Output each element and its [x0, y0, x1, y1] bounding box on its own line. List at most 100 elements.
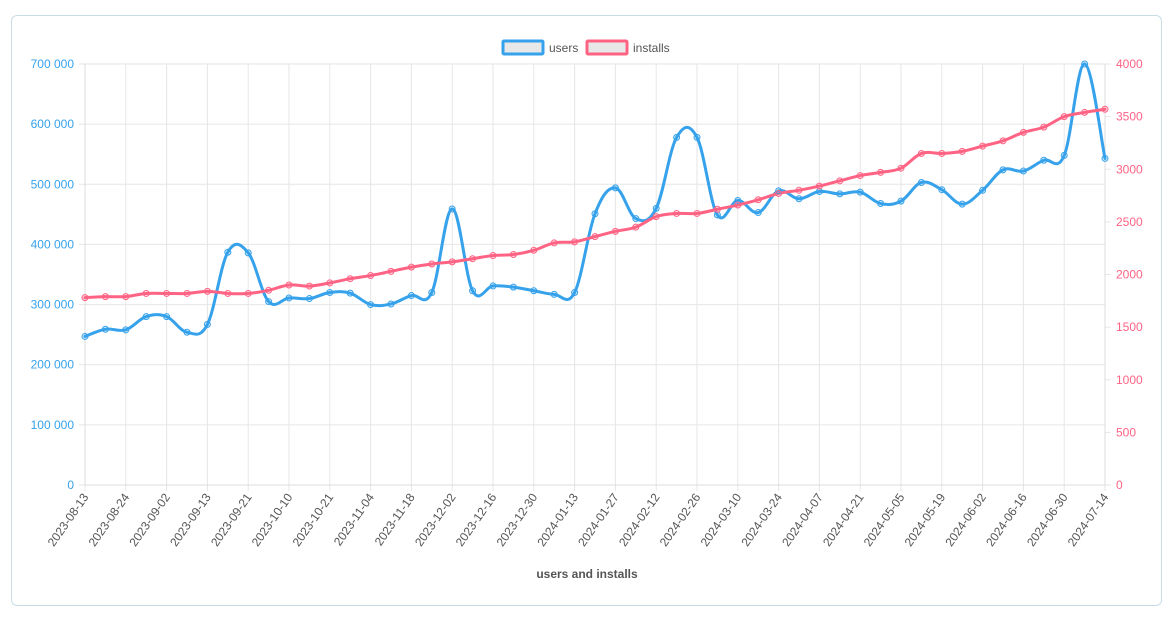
- users-point: [713, 211, 721, 219]
- installs-point: [224, 289, 232, 297]
- x-tick-label: 2023-12-16: [453, 490, 500, 549]
- users-point: [673, 133, 681, 141]
- users-point: [877, 200, 885, 208]
- installs-point: [754, 196, 762, 204]
- users-point: [591, 210, 599, 218]
- left-tick-label: 200 000: [31, 358, 75, 372]
- users-point: [611, 184, 619, 192]
- x-tick-label: 2024-03-10: [698, 490, 745, 549]
- users-point: [1040, 156, 1048, 164]
- installs-point: [1101, 105, 1109, 113]
- users-point: [428, 289, 436, 297]
- series-lines: [83, 62, 1107, 338]
- installs-point: [836, 177, 844, 185]
- x-axis: 2023-08-132023-08-242023-09-022023-09-13…: [45, 490, 1112, 549]
- installs-point: [244, 289, 252, 297]
- users-point: [101, 325, 109, 333]
- left-tick-label: 400 000: [31, 237, 75, 251]
- x-tick-label: 2024-05-19: [902, 490, 949, 549]
- x-axis-title: users and installs: [536, 567, 638, 581]
- right-tick-label: 500: [1116, 425, 1136, 439]
- users-point: [122, 326, 130, 334]
- users-point: [652, 204, 660, 212]
- installs-point: [652, 213, 660, 221]
- users-point: [1060, 151, 1068, 159]
- users-point: [142, 313, 150, 321]
- installs-point: [775, 189, 783, 197]
- installs-point: [81, 294, 89, 302]
- left-tick-label: 0: [67, 478, 74, 492]
- installs-point: [938, 149, 946, 157]
- users-point: [244, 249, 252, 257]
- installs-point: [1060, 113, 1068, 121]
- installs-point: [448, 258, 456, 266]
- installs-point: [101, 293, 109, 301]
- right-tick-label: 3000: [1116, 162, 1143, 176]
- installs-point: [387, 267, 395, 275]
- installs-point: [815, 182, 823, 190]
- x-tick-label: 2024-04-21: [820, 490, 867, 549]
- users-point: [917, 178, 925, 186]
- x-tick-label: 2024-03-24: [738, 490, 785, 549]
- users-point: [754, 209, 762, 217]
- installs-point: [530, 246, 538, 254]
- users-point: [224, 248, 232, 256]
- users-point: [1101, 154, 1109, 162]
- right-y-axis: 0 500 1000 1500 2000 2500 3000 3500 4000: [1116, 57, 1143, 492]
- left-tick-label: 300 000: [31, 298, 75, 312]
- right-tick-label: 3500: [1116, 110, 1143, 124]
- users-point: [632, 215, 640, 223]
- right-tick-label: 1000: [1116, 373, 1143, 387]
- x-tick-label: 2023-09-21: [208, 490, 255, 549]
- installs-point: [1040, 123, 1048, 131]
- installs-point: [673, 209, 681, 217]
- installs-point: [550, 239, 558, 247]
- legend[interactable]: users installs: [501, 39, 670, 56]
- chart-card: [11, 15, 1162, 606]
- legend-item-users[interactable]: users: [501, 39, 578, 56]
- x-tick-label: 2023-11-18: [372, 490, 418, 548]
- x-tick-label: 2024-01-27: [575, 490, 622, 549]
- users-point: [795, 195, 803, 203]
- users-point: [938, 186, 946, 194]
- users-point: [571, 289, 579, 297]
- x-tick-label: 2023-11-04: [331, 490, 377, 548]
- right-tick-label: 1500: [1116, 320, 1143, 334]
- legend-item-installs[interactable]: installs: [585, 39, 670, 56]
- users-point: [958, 200, 966, 208]
- installs-point: [265, 286, 273, 294]
- installs-point: [183, 289, 191, 297]
- installs-point: [632, 223, 640, 231]
- x-tick-label: 2023-09-02: [126, 490, 173, 549]
- x-tick-label: 2024-02-12: [616, 490, 663, 549]
- x-tick-label: 2024-06-02: [942, 490, 989, 549]
- users-point: [448, 205, 456, 213]
- users-point: [326, 289, 334, 297]
- installs-point: [917, 149, 925, 157]
- installs-point: [979, 142, 987, 150]
- installs-point: [367, 272, 375, 280]
- installs-point: [326, 279, 334, 287]
- x-tick-label: 2023-09-13: [167, 490, 214, 549]
- installs-point: [877, 168, 885, 176]
- users-point: [469, 287, 477, 295]
- installs-point: [1081, 108, 1089, 116]
- installs-point: [122, 293, 130, 301]
- users-point: [856, 188, 864, 196]
- installs-point: [897, 164, 905, 172]
- x-tick-label: 2023-12-30: [494, 490, 541, 549]
- installs-point: [1019, 128, 1027, 136]
- users-point: [693, 133, 701, 141]
- installs-point: [611, 227, 619, 235]
- installs-point: [999, 137, 1007, 145]
- installs-point: [163, 289, 171, 297]
- installs-point: [203, 287, 211, 295]
- left-tick-label: 600 000: [31, 117, 75, 131]
- users-line: [83, 62, 1107, 338]
- users-point: [203, 320, 211, 328]
- grid: [79, 63, 1111, 491]
- installs-point: [591, 233, 599, 241]
- installs-point: [428, 260, 436, 268]
- x-tick-label: 2023-10-10: [249, 490, 296, 549]
- users-point: [509, 283, 517, 291]
